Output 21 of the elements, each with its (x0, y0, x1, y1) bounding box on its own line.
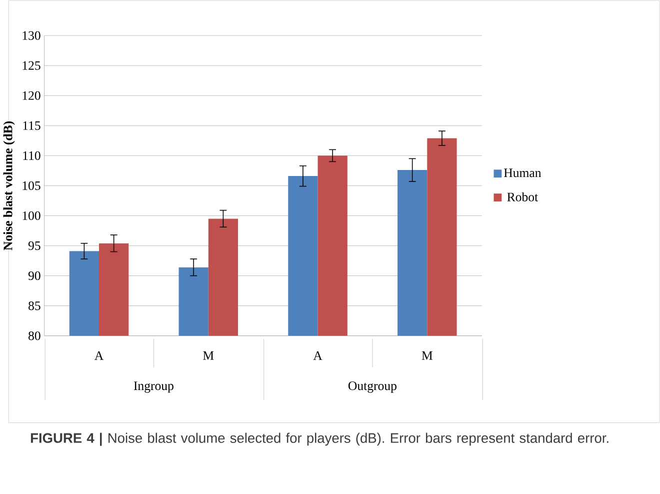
x-tick-label: A (94, 351, 104, 360)
y-tick-label: 80 (28, 332, 40, 340)
y-tick-label: 125 (22, 61, 40, 70)
y-tick-label: 100 (22, 211, 40, 220)
text: FIGURE 4 | Noise blast volume selected for players (dB). Error bars represent standard error. (30, 432, 608, 446)
text: Ingroup (134, 382, 174, 393)
y-tick-label: 105 (22, 181, 40, 190)
y-tick-label: 110 (23, 151, 40, 160)
y-tick-label: 85 (28, 302, 40, 310)
x-tick-label: M (422, 351, 432, 360)
y-tick-label: 120 (22, 91, 40, 100)
legend-label: Robot (507, 192, 538, 202)
y-axis-title: Noise blast volume (dB) (3, 121, 15, 250)
y-tick-label: 90 (28, 272, 40, 280)
x-tick-label: M (203, 351, 214, 360)
y-tick-label: 115 (23, 121, 40, 130)
legend-label: Human (504, 168, 542, 178)
text: Outgroup (348, 382, 396, 393)
x-tick-label: A (313, 351, 322, 360)
y-tick-label: 130 (22, 31, 40, 40)
y-tick-label: 95 (28, 242, 40, 250)
